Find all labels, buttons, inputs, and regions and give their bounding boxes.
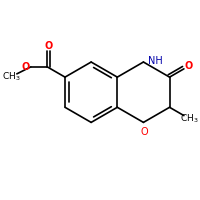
Text: O: O xyxy=(140,127,148,137)
Text: CH$_3$: CH$_3$ xyxy=(2,70,21,83)
Text: NH: NH xyxy=(148,56,162,66)
Text: CH$_3$: CH$_3$ xyxy=(180,112,198,125)
Text: O: O xyxy=(185,61,193,71)
Text: O: O xyxy=(22,62,30,72)
Text: O: O xyxy=(44,41,52,51)
